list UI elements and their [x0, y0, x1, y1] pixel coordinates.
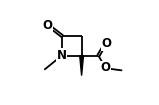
Text: O: O	[42, 19, 52, 32]
Text: O: O	[101, 37, 111, 50]
Polygon shape	[80, 56, 83, 76]
Text: O: O	[101, 61, 111, 74]
Text: N: N	[57, 49, 67, 62]
